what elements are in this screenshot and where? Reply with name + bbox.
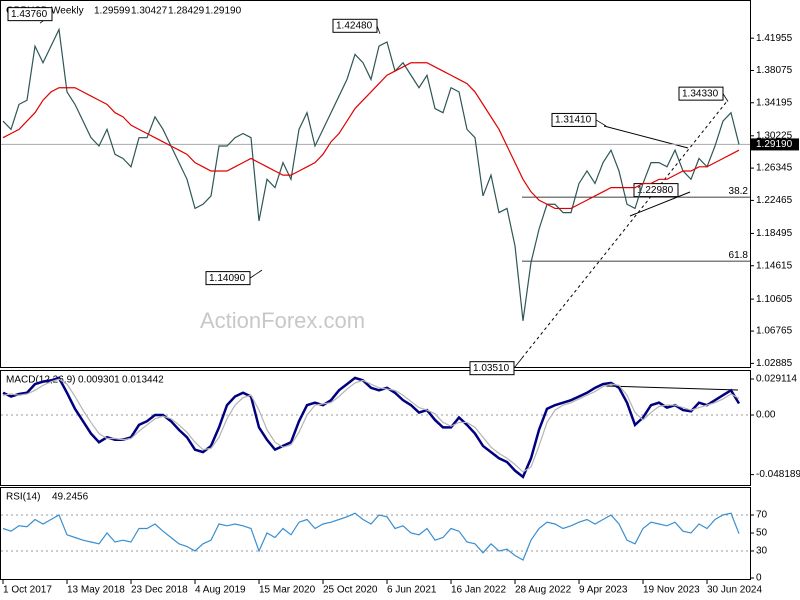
x-tick-label: 13 May 2018 <box>67 585 125 596</box>
y-tick-label: 1.06765 <box>756 326 793 337</box>
annotation-box <box>205 271 251 286</box>
low: 1.28429 <box>168 6 205 17</box>
x-tick-label: 16 Jan 2022 <box>451 585 506 596</box>
y-tick-label: 1.41955 <box>756 33 793 44</box>
x-tick-label: 9 Apr 2023 <box>579 585 628 596</box>
x-tick-label: 30 Jun 2024 <box>707 585 762 596</box>
x-tick-label: 15 Mar 2020 <box>259 585 316 596</box>
y-tick-label: 50 <box>756 528 768 539</box>
y-tick-label: 1.26345 <box>756 163 793 174</box>
annotation-box <box>551 112 597 127</box>
y-tick-label: 0.029114 <box>756 374 797 385</box>
trend-line <box>521 99 729 359</box>
macd-panel <box>0 370 751 486</box>
macd-signal-value: 0.013442 <box>122 375 164 386</box>
macd-value: 0.009301 <box>78 375 120 386</box>
annotation-label: 1.43760 <box>11 9 48 20</box>
annotation-leader <box>595 119 607 127</box>
x-tick-label: 25 Oct 2020 <box>323 585 378 596</box>
trend-line <box>629 191 691 217</box>
watermark: ActionForex.com <box>200 308 365 333</box>
price-tag <box>751 138 799 151</box>
annotation-box <box>469 361 515 376</box>
y-tick-label: -0.048189 <box>756 469 800 480</box>
y-tick-label: 1.22465 <box>756 195 793 206</box>
x-tick-label: 4 Aug 2019 <box>195 585 246 596</box>
annotation-leader <box>249 269 263 279</box>
annotation-label: 1.34330 <box>682 88 719 99</box>
y-tick-label: 1.38075 <box>756 65 793 76</box>
open: 1.29599 <box>94 6 131 17</box>
y-tick-label: 1.14615 <box>756 260 793 271</box>
x-tick-label: 28 Aug 2022 <box>515 585 572 596</box>
annotation-label: 1.31410 <box>555 115 592 126</box>
x-tick-label: 23 Dec 2018 <box>131 585 188 596</box>
annotation-leader <box>513 357 523 369</box>
annotation-box <box>678 86 724 101</box>
fib-label: 38.2 <box>729 186 749 197</box>
series-line <box>2 62 740 210</box>
y-tick-label: 0 <box>756 573 762 584</box>
trend-line <box>605 385 739 391</box>
annotation-label: 1.14090 <box>209 273 246 284</box>
y-tick-label: 30 <box>756 546 768 557</box>
rsi-value: 49.2456 <box>52 492 89 503</box>
annotation-leader <box>722 93 729 102</box>
macd-title: MACD(12,26,9) <box>6 375 75 386</box>
fib-label: 61.8 <box>729 250 749 261</box>
x-tick-label: 19 Nov 2023 <box>643 585 700 596</box>
series-line <box>2 27 740 321</box>
y-tick-label: 1.30225 <box>756 130 793 141</box>
annotation-label: 1.03510 <box>473 363 510 374</box>
x-tick-label: 6 Jun 2021 <box>387 585 437 596</box>
annotation-box <box>633 183 679 198</box>
y-tick-label: 1.18495 <box>756 228 793 239</box>
y-tick-label: 1.10605 <box>756 294 793 305</box>
rsi-title: RSI(14) <box>6 492 40 503</box>
series-line <box>2 378 740 473</box>
series-line <box>2 512 740 561</box>
annotation-box <box>7 7 53 22</box>
y-tick-label: 70 <box>756 510 768 521</box>
main-panel <box>0 0 751 368</box>
close: 1.29190 <box>205 6 242 17</box>
y-tick-label: 0.00 <box>756 410 776 421</box>
annotation-label: 1.22980 <box>637 185 674 196</box>
annotation-box <box>332 18 378 33</box>
y-tick-label: 1.02885 <box>756 358 793 369</box>
x-tick-label: 1 Oct 2017 <box>3 585 52 596</box>
price-tag-label: 1.29190 <box>756 139 793 150</box>
y-tick-label: 1.34195 <box>756 97 793 108</box>
high: 1.30427 <box>131 6 168 17</box>
annotation-label: 1.42480 <box>336 20 373 31</box>
